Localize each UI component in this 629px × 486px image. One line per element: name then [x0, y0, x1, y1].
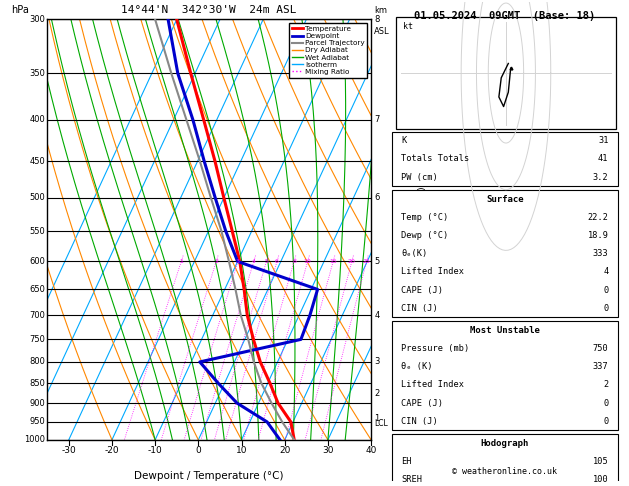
Bar	[391, 190, 618, 317]
Text: 18.9: 18.9	[587, 231, 609, 240]
Text: 550: 550	[30, 226, 45, 236]
Text: 14°44'N  342°30'W  24m ASL: 14°44'N 342°30'W 24m ASL	[121, 5, 297, 15]
Bar	[391, 321, 618, 431]
Text: 20: 20	[279, 446, 291, 455]
Text: Dewpoint / Temperature (°C): Dewpoint / Temperature (°C)	[135, 471, 284, 481]
Text: 8: 8	[292, 259, 296, 264]
Text: 2: 2	[374, 389, 379, 398]
Text: 10: 10	[304, 259, 311, 264]
Text: Hodograph: Hodograph	[481, 439, 529, 448]
Text: 40: 40	[365, 446, 377, 455]
Text: 750: 750	[30, 335, 45, 344]
Text: 6: 6	[275, 259, 279, 264]
Text: θₑ (K): θₑ (K)	[401, 362, 433, 371]
Text: EH: EH	[401, 457, 411, 466]
Text: 0: 0	[196, 446, 201, 455]
Bar	[391, 132, 618, 186]
Text: 30: 30	[322, 446, 333, 455]
Text: 450: 450	[30, 156, 45, 166]
Text: CAPE (J): CAPE (J)	[401, 399, 443, 408]
Bar	[396, 17, 616, 129]
Text: 6: 6	[374, 193, 380, 202]
Text: 22.2: 22.2	[587, 213, 609, 222]
Text: 5: 5	[374, 257, 379, 266]
Text: 8: 8	[374, 15, 380, 24]
Text: -30: -30	[62, 446, 76, 455]
Text: 750: 750	[593, 344, 609, 353]
Text: 850: 850	[30, 379, 45, 387]
Text: kt: kt	[403, 21, 413, 31]
Text: 337: 337	[593, 362, 609, 371]
Text: Dewp (°C): Dewp (°C)	[401, 231, 448, 240]
Text: 3: 3	[374, 357, 380, 366]
Text: Mixing Ratio (g/kg): Mixing Ratio (g/kg)	[418, 187, 428, 273]
Text: Lifted Index: Lifted Index	[401, 267, 464, 277]
Text: 0: 0	[603, 399, 609, 408]
Text: 700: 700	[30, 311, 45, 320]
Text: 1: 1	[374, 414, 379, 423]
Text: 300: 300	[30, 15, 45, 24]
Text: 100: 100	[593, 475, 609, 484]
Text: CIN (J): CIN (J)	[401, 304, 438, 313]
Text: 4: 4	[374, 311, 379, 320]
Text: CIN (J): CIN (J)	[401, 417, 438, 426]
Text: 500: 500	[30, 193, 45, 202]
Text: -20: -20	[104, 446, 120, 455]
Text: 950: 950	[30, 417, 45, 426]
Text: 3.2: 3.2	[593, 173, 609, 182]
Text: PW (cm): PW (cm)	[401, 173, 438, 182]
Text: LCL: LCL	[374, 419, 388, 428]
Text: hPa: hPa	[11, 5, 30, 15]
Text: 1000: 1000	[25, 435, 45, 444]
Text: 10: 10	[236, 446, 247, 455]
Text: CAPE (J): CAPE (J)	[401, 286, 443, 295]
Text: 600: 600	[30, 257, 45, 266]
Text: 800: 800	[30, 357, 45, 366]
Text: 31: 31	[598, 136, 609, 145]
Text: Most Unstable: Most Unstable	[470, 326, 540, 335]
Text: ASL: ASL	[374, 27, 390, 36]
Text: Pressure (mb): Pressure (mb)	[401, 344, 469, 353]
Text: Lifted Index: Lifted Index	[401, 381, 464, 389]
Text: 0: 0	[603, 304, 609, 313]
Text: Surface: Surface	[486, 195, 523, 204]
Text: 2: 2	[603, 381, 609, 389]
Text: SREH: SREH	[401, 475, 422, 484]
Text: Temp (°C): Temp (°C)	[401, 213, 448, 222]
Text: 0: 0	[603, 286, 609, 295]
Text: 900: 900	[30, 399, 45, 408]
Text: θₑ(K): θₑ(K)	[401, 249, 427, 258]
Text: 20: 20	[348, 259, 356, 264]
Bar	[391, 434, 618, 486]
Text: 7: 7	[374, 115, 380, 124]
Text: 650: 650	[30, 285, 45, 294]
Text: 0: 0	[603, 417, 609, 426]
Text: © weatheronline.co.uk: © weatheronline.co.uk	[452, 468, 557, 476]
Text: Totals Totals: Totals Totals	[401, 155, 469, 163]
Text: 4: 4	[603, 267, 609, 277]
Text: 5: 5	[265, 259, 269, 264]
Text: -10: -10	[148, 446, 162, 455]
Text: 105: 105	[593, 457, 609, 466]
Text: 350: 350	[30, 69, 45, 78]
Text: 400: 400	[30, 115, 45, 124]
Text: 15: 15	[330, 259, 337, 264]
Text: K: K	[401, 136, 406, 145]
Text: 01.05.2024  09GMT  (Base: 18): 01.05.2024 09GMT (Base: 18)	[414, 11, 596, 21]
Text: 41: 41	[598, 155, 609, 163]
Text: km: km	[374, 6, 387, 15]
Text: 3: 3	[236, 259, 240, 264]
Text: 333: 333	[593, 249, 609, 258]
Legend: Temperature, Dewpoint, Parcel Trajectory, Dry Adiabat, Wet Adiabat, Isotherm, Mi: Temperature, Dewpoint, Parcel Trajectory…	[289, 23, 367, 78]
Text: 25: 25	[363, 259, 370, 264]
Text: 4: 4	[252, 259, 256, 264]
Text: 2: 2	[214, 259, 218, 264]
Text: 1: 1	[179, 259, 183, 264]
